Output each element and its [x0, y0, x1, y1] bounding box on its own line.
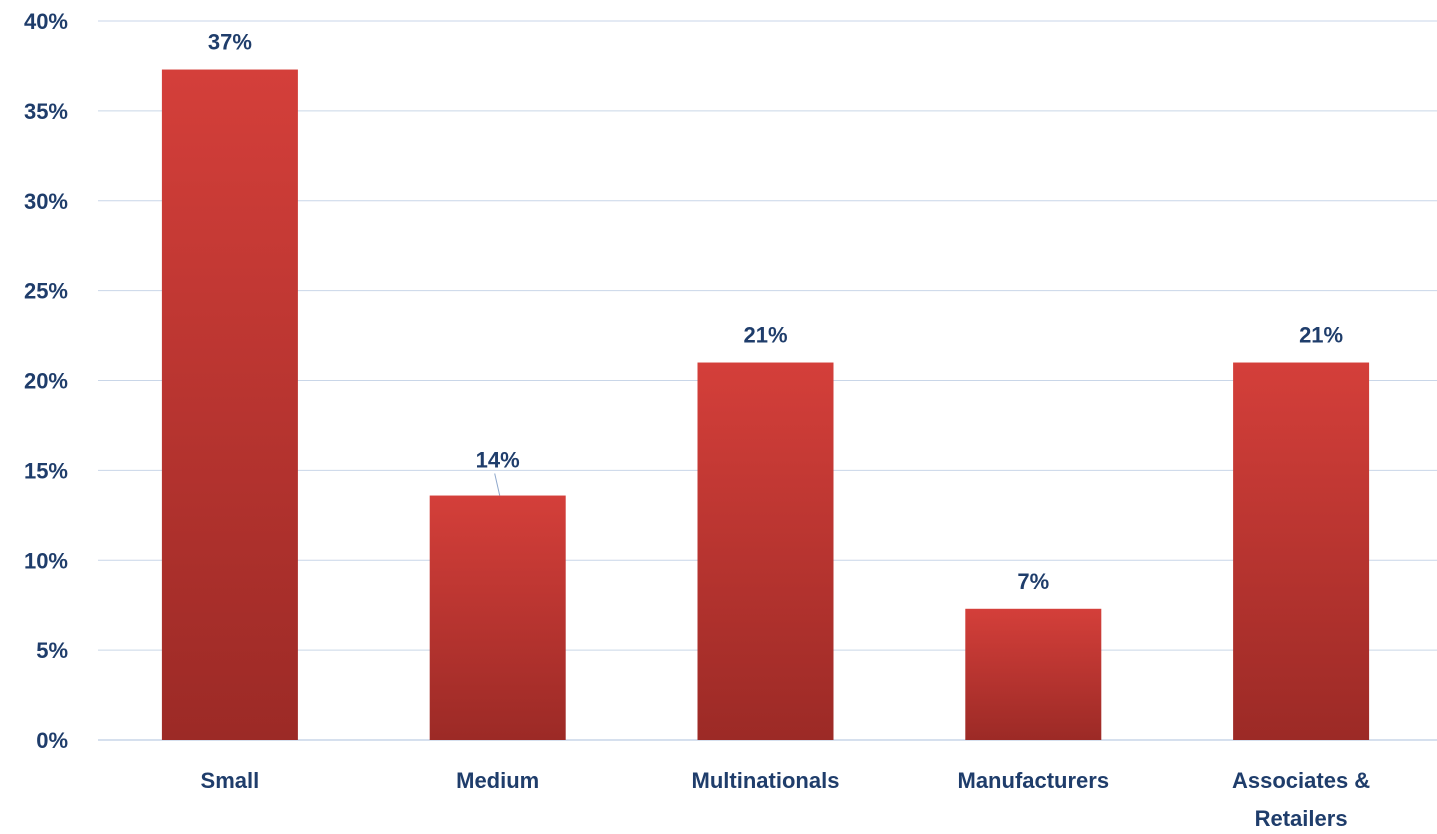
- y-axis-ticks: 0% 5% 10% 15% 20% 25% 30% 35% 40%: [24, 9, 68, 753]
- data-labels: 37% 14% 21% 7% 21%: [208, 30, 1343, 594]
- data-label: 21%: [1299, 323, 1343, 348]
- bars: [161, 69, 1370, 741]
- y-tick-label: 15%: [24, 458, 68, 483]
- x-axis-categories: Small Medium Multinationals Manufacturers As…: [201, 768, 1371, 831]
- bar: [965, 608, 1102, 740]
- y-tick-label: 30%: [24, 189, 68, 214]
- data-label: 14%: [476, 448, 520, 473]
- data-label: 21%: [743, 323, 787, 348]
- x-category-label: Small: [201, 768, 260, 793]
- bar: [697, 362, 834, 740]
- y-tick-label: 25%: [24, 279, 68, 304]
- bar: [1233, 362, 1370, 740]
- bar: [429, 495, 566, 740]
- y-tick-label: 10%: [24, 548, 68, 573]
- y-tick-label: 35%: [24, 99, 68, 124]
- x-category-label: Medium: [456, 768, 539, 793]
- y-tick-label: 5%: [36, 638, 68, 663]
- y-tick-label: 20%: [24, 369, 68, 394]
- bar: [161, 69, 298, 741]
- x-category-label: Multinationals: [692, 768, 840, 793]
- data-label: 37%: [208, 30, 252, 55]
- x-category-label: Associates & Retailers: [1232, 768, 1370, 831]
- y-tick-label: 40%: [24, 9, 68, 34]
- x-category-label: Manufacturers: [958, 768, 1110, 793]
- data-label-leader-line: [494, 473, 501, 496]
- data-label: 7%: [1017, 569, 1049, 594]
- y-tick-label: 0%: [36, 728, 68, 753]
